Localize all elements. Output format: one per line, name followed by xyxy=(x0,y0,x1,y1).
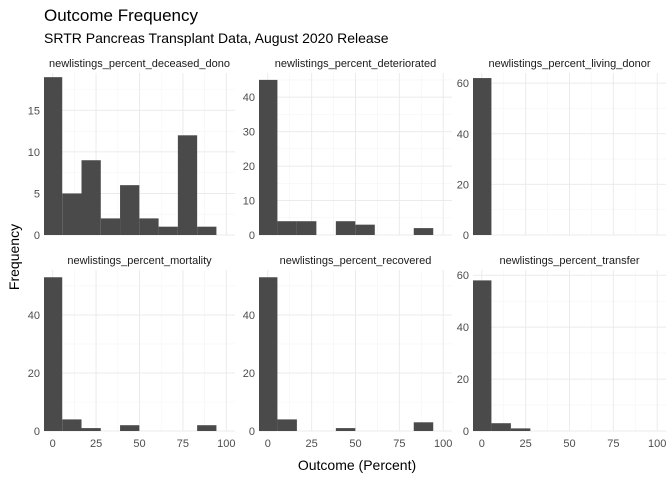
histogram-bar xyxy=(81,160,101,235)
histogram-bar xyxy=(355,224,375,235)
histogram-bar xyxy=(44,77,63,235)
histogram-bar xyxy=(158,226,178,235)
x-tick-label: 50 xyxy=(563,438,575,450)
y-tick-label: 10 xyxy=(243,196,255,208)
histogram-bars xyxy=(259,79,434,235)
histogram-bar xyxy=(120,425,140,431)
x-tick-label: 100 xyxy=(217,438,235,450)
facet-panel: newlistings_percent_deceased_dono 0 5 10 15 xyxy=(28,58,235,242)
histogram-bar xyxy=(120,185,140,235)
histogram-bars xyxy=(473,78,492,235)
x-tick-label: 0 xyxy=(50,438,56,450)
y-tick-label: 20 xyxy=(457,179,469,191)
y-tick-label: 20 xyxy=(243,368,255,380)
x-tick-label: 75 xyxy=(177,438,189,450)
x-tick-label: 75 xyxy=(393,438,405,450)
x-tick-label: 100 xyxy=(434,438,452,450)
y-tick-label: 0 xyxy=(249,230,255,242)
facet-panel: newlistings_percent_living_donor 0 20 40 60 xyxy=(457,58,666,242)
y-tick-label: 40 xyxy=(28,310,40,322)
y-tick-label: 0 xyxy=(34,230,40,242)
y-tick-label: 60 xyxy=(457,270,469,282)
histogram-bar xyxy=(277,419,297,431)
histogram-bar xyxy=(335,221,356,235)
histogram-bar xyxy=(335,428,356,431)
facet-panel: newlistings_percent_transfer 0 20 40 60 0 25 50… xyxy=(457,255,667,450)
y-tick-label: 40 xyxy=(243,310,255,322)
y-tick-label: 40 xyxy=(457,129,469,141)
y-tick-label: 20 xyxy=(457,374,469,386)
histogram-bar xyxy=(296,221,317,235)
facet-strip-label: newlistings_percent_deteriorated xyxy=(275,58,436,70)
histogram-bar xyxy=(413,422,434,431)
histogram-bar xyxy=(100,218,121,235)
histogram-bar xyxy=(197,425,217,431)
x-tick-label: 75 xyxy=(607,438,619,450)
x-tick-label: 25 xyxy=(306,438,318,450)
facet-panel: newlistings_percent_recovered 0 20 40 0 25 50 7… xyxy=(243,255,453,450)
histogram-bars xyxy=(44,277,217,431)
histogram-bar xyxy=(197,226,217,235)
histogram-bars xyxy=(44,77,217,235)
histogram-bar xyxy=(62,419,82,431)
histogram-bar xyxy=(259,277,278,431)
histogram-bar xyxy=(44,277,63,431)
histogram-bar xyxy=(491,423,511,431)
facet-panels: newlistings_percent_deceased_dono051015n… xyxy=(28,58,667,450)
facet-strip-label: newlistings_percent_transfer xyxy=(499,255,639,267)
facet-strip-label: newlistings_percent_mortality xyxy=(67,255,212,267)
histogram-bar xyxy=(277,221,297,235)
x-tick-label: 0 xyxy=(479,438,485,450)
y-tick-label: 40 xyxy=(457,322,469,334)
facet-panel: newlistings_percent_deteriorated 0 10 20 30 4… xyxy=(243,58,452,242)
y-tick-label: 20 xyxy=(28,368,40,380)
histogram-bar xyxy=(413,228,434,235)
histogram-bar xyxy=(473,78,492,235)
chart-subtitle: SRTR Pancreas Transplant Data, August 20… xyxy=(44,30,389,46)
y-tick-label: 40 xyxy=(243,92,255,104)
x-tick-label: 100 xyxy=(648,438,666,450)
histogram-bars xyxy=(259,277,434,431)
x-tick-label: 50 xyxy=(133,438,145,450)
y-axis-title: Frequency xyxy=(6,224,22,290)
facet-strip-label: newlistings_percent_recovered xyxy=(280,255,432,267)
histogram-bar xyxy=(177,135,198,235)
y-tick-label: 20 xyxy=(243,161,255,173)
x-tick-label: 25 xyxy=(90,438,102,450)
y-tick-label: 60 xyxy=(457,78,469,90)
facet-strip-label: newlistings_percent_deceased_dono xyxy=(49,58,230,70)
y-tick-label: 0 xyxy=(463,230,469,242)
facet-strip-label: newlistings_percent_living_donor xyxy=(488,58,650,70)
x-tick-label: 50 xyxy=(349,438,361,450)
facet-panel: newlistings_percent_mortality 0 20 40 0 25 50 7… xyxy=(28,255,236,450)
y-tick-label: 5 xyxy=(34,188,40,200)
histogram-bar xyxy=(259,79,278,235)
histogram-bar xyxy=(510,428,531,431)
y-tick-label: 0 xyxy=(249,426,255,438)
y-tick-label: 0 xyxy=(34,426,40,438)
histogram-bars xyxy=(473,280,531,431)
chart-title: Outcome Frequency xyxy=(44,6,199,25)
histogram-bar xyxy=(473,280,492,431)
y-tick-label: 30 xyxy=(243,127,255,139)
histogram-bar xyxy=(139,218,159,235)
x-tick-label: 25 xyxy=(520,438,532,450)
x-tick-label: 0 xyxy=(265,438,271,450)
histogram-bar xyxy=(81,428,101,431)
histogram-bar xyxy=(62,193,82,235)
y-tick-label: 15 xyxy=(28,105,40,117)
y-tick-label: 0 xyxy=(463,426,469,438)
y-tick-label: 10 xyxy=(28,147,40,159)
x-axis-title: Outcome (Percent) xyxy=(298,457,416,473)
